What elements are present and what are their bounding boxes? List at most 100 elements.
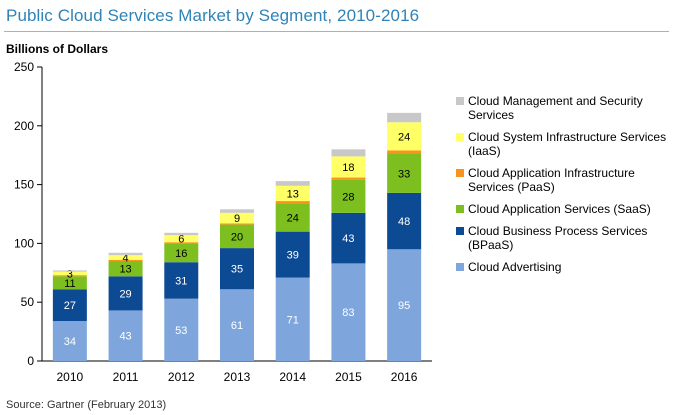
data-label: 34 bbox=[64, 336, 76, 348]
data-label: 48 bbox=[398, 216, 410, 228]
data-label: 95 bbox=[398, 300, 410, 312]
x-tick-label: 2010 bbox=[57, 370, 84, 384]
bar-segment bbox=[108, 261, 143, 277]
x-tick-label: 2015 bbox=[335, 370, 362, 384]
bar-segment bbox=[52, 275, 87, 277]
chart-title: Public Cloud Services Market by Segment,… bbox=[6, 6, 420, 25]
bar-segment bbox=[220, 289, 254, 361]
bar-segment bbox=[220, 212, 254, 224]
bar-segment bbox=[275, 203, 310, 232]
bar-segment bbox=[220, 209, 254, 213]
legend-swatch bbox=[456, 263, 464, 271]
data-label: 11 bbox=[64, 278, 75, 290]
bar-segment bbox=[52, 276, 87, 290]
y-axis-label: Billions of Dollars bbox=[6, 42, 109, 56]
bar-segment bbox=[275, 185, 310, 202]
bar-segment bbox=[331, 212, 366, 264]
bar-segment bbox=[331, 179, 366, 213]
data-label: 20 bbox=[231, 231, 243, 243]
y-tick-label: 200 bbox=[14, 119, 34, 133]
data-label: 4 bbox=[123, 253, 129, 265]
bar-segment bbox=[331, 177, 366, 180]
legend-swatch bbox=[456, 97, 464, 105]
bar-segment bbox=[108, 255, 143, 260]
data-label: 13 bbox=[287, 188, 299, 200]
data-label: 33 bbox=[398, 168, 410, 180]
bar-segment bbox=[220, 248, 254, 290]
y-tick-label: 0 bbox=[27, 354, 34, 368]
bar-segment bbox=[108, 276, 143, 311]
y-tick-label: 150 bbox=[14, 178, 34, 192]
bar-segment bbox=[52, 270, 87, 272]
legend-label: Cloud Business Process Services bbox=[468, 224, 647, 238]
data-label: 13 bbox=[119, 264, 131, 276]
legend-label: Cloud Management and Security bbox=[468, 94, 643, 108]
legend-label: (BPaaS) bbox=[468, 238, 513, 252]
legend-swatch bbox=[456, 133, 464, 141]
data-label: 39 bbox=[287, 250, 299, 262]
legend-swatch bbox=[456, 169, 464, 177]
bar-segment bbox=[52, 321, 87, 361]
bar-segment bbox=[164, 262, 199, 299]
bar-segment bbox=[164, 243, 199, 263]
bar-segment bbox=[164, 235, 199, 243]
data-label: 31 bbox=[175, 275, 187, 287]
legend-label: Cloud Advertising bbox=[468, 260, 561, 274]
x-tick-label: 2014 bbox=[279, 370, 306, 384]
data-label: 29 bbox=[119, 288, 131, 300]
bar-segment bbox=[387, 150, 422, 155]
bar-segment bbox=[275, 181, 310, 186]
bar-segment bbox=[52, 289, 87, 322]
data-label: 43 bbox=[119, 331, 131, 343]
data-label: 83 bbox=[342, 307, 354, 319]
bar-segment bbox=[331, 156, 366, 178]
bar-segment bbox=[108, 310, 143, 361]
bar-segment bbox=[275, 231, 310, 278]
data-label: 71 bbox=[287, 314, 299, 326]
bar-segment bbox=[331, 149, 366, 157]
bar-segment bbox=[275, 201, 310, 204]
bar-segment bbox=[387, 154, 422, 193]
x-tick-label: 2011 bbox=[113, 370, 139, 384]
legend-label: Services bbox=[468, 108, 514, 122]
legend-swatch bbox=[456, 205, 464, 213]
title-divider bbox=[4, 31, 669, 32]
legend-label: Services (PaaS) bbox=[468, 180, 555, 194]
data-label: 9 bbox=[234, 213, 240, 225]
legend-label: Cloud Application Services (SaaS) bbox=[468, 202, 651, 216]
legend-label: Cloud Application Infrastructure bbox=[468, 166, 635, 180]
bar-segment bbox=[164, 298, 199, 361]
bar-segment bbox=[275, 277, 310, 361]
data-label: 18 bbox=[342, 162, 354, 174]
bar-segment bbox=[108, 252, 143, 256]
source-note: Source: Gartner (February 2013) bbox=[6, 399, 167, 411]
data-label: 6 bbox=[178, 234, 184, 246]
y-tick-label: 250 bbox=[14, 60, 34, 74]
bar-segment bbox=[387, 122, 422, 151]
data-label: 53 bbox=[175, 325, 187, 337]
x-tick-label: 2012 bbox=[168, 370, 195, 384]
data-label: 24 bbox=[287, 213, 299, 225]
bar-segment bbox=[387, 112, 422, 123]
legend-label: (IaaS) bbox=[468, 144, 501, 158]
x-tick-label: 2013 bbox=[224, 370, 251, 384]
bar-segment bbox=[220, 223, 254, 225]
bar-segment bbox=[52, 271, 87, 276]
y-tick-label: 50 bbox=[21, 295, 35, 309]
legend-swatch bbox=[456, 227, 464, 235]
data-label: 3 bbox=[67, 268, 73, 280]
bar-segment bbox=[387, 249, 422, 361]
bar-segment bbox=[220, 224, 254, 249]
data-label: 35 bbox=[231, 264, 243, 276]
bar-segment bbox=[164, 232, 199, 236]
y-tick-label: 100 bbox=[14, 236, 34, 250]
bar-segment bbox=[108, 259, 143, 262]
data-label: 16 bbox=[175, 248, 187, 260]
data-label: 24 bbox=[398, 131, 410, 143]
bar-segment bbox=[331, 263, 366, 361]
bar-segment bbox=[387, 192, 422, 250]
x-tick-label: 2016 bbox=[391, 370, 418, 384]
data-label: 61 bbox=[231, 320, 243, 332]
data-label: 28 bbox=[342, 191, 354, 203]
